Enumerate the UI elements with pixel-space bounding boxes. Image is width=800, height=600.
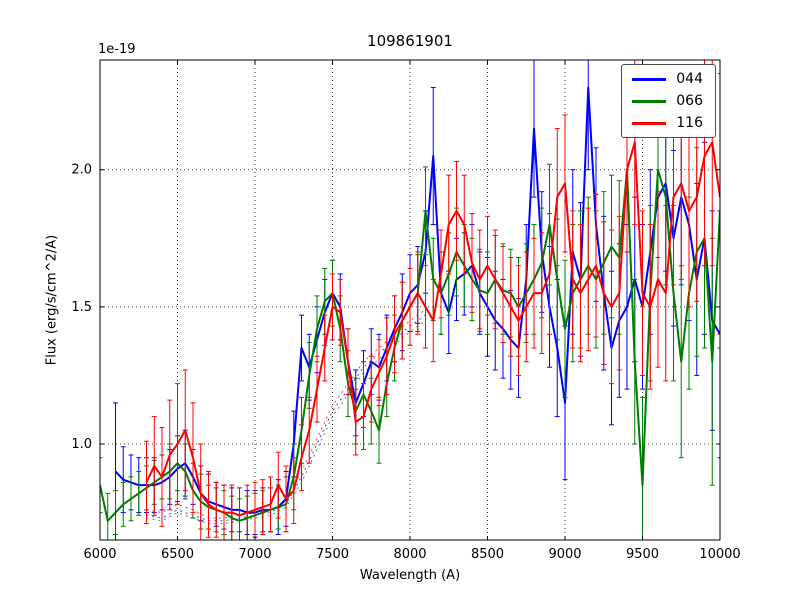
x-axis-label: Wavelength (A) — [359, 568, 461, 583]
svg-text:10000: 10000 — [699, 547, 740, 562]
svg-text:1.5: 1.5 — [71, 300, 92, 315]
line-116 — [145, 141, 720, 517]
svg-text:8000: 8000 — [393, 547, 426, 562]
legend-line-swatch-red — [632, 121, 667, 125]
svg-text:2.0: 2.0 — [71, 163, 92, 178]
legend-label: 044 — [676, 71, 703, 87]
svg-text:9500: 9500 — [626, 547, 659, 562]
svg-text:8500: 8500 — [471, 547, 504, 562]
svg-text:7500: 7500 — [316, 547, 349, 562]
svg-text:1.0: 1.0 — [71, 437, 92, 452]
legend-label: 066 — [676, 93, 703, 109]
y-axis-offset-text: 1e-19 — [98, 42, 136, 57]
chart-title: 109861901 — [367, 32, 453, 50]
tick-labels: 6000 6500 7000 7500 8000 8500 9000 9500 10000 1.0… — [71, 163, 740, 562]
svg-text:6000: 6000 — [83, 547, 116, 562]
legend-label: 116 — [676, 115, 703, 131]
svg-text:7000: 7000 — [238, 547, 271, 562]
series-116 — [144, 60, 720, 540]
legend-entry-066: 066 — [632, 93, 703, 109]
legend-entry-116: 116 — [632, 115, 703, 131]
legend: 044 066 116 — [621, 64, 716, 138]
legend-line-swatch-green — [632, 99, 667, 103]
svg-text:9000: 9000 — [548, 547, 581, 562]
svg-text:6500: 6500 — [161, 547, 194, 562]
legend-line-swatch-blue — [632, 77, 667, 81]
y-axis-label: Flux (erg/s/cm^2/A) — [44, 234, 60, 366]
legend-entry-044: 044 — [632, 71, 703, 87]
tick-marks — [99, 60, 721, 540]
